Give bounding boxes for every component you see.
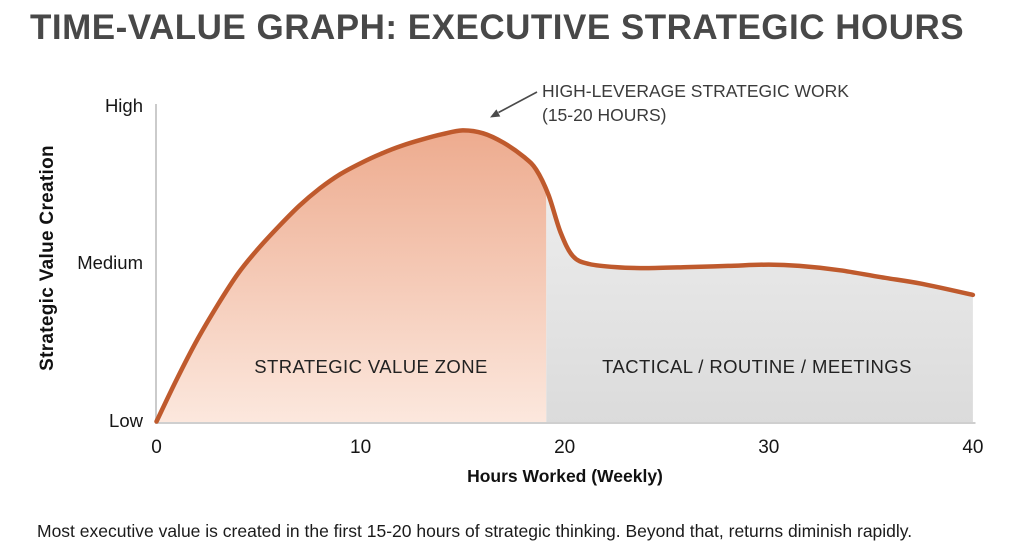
annotation-arrow-line [498,91,538,114]
caption-text: Most executive value is created in the f… [37,521,913,541]
y-tick-medium: Medium [77,252,143,273]
x-tick-20: 20 [554,437,576,458]
x-tick-0: 0 [151,437,162,458]
y-tick-low: Low [109,409,143,431]
y-tick-high: High [104,94,143,116]
zone-label-tactical: TACTICAL / ROUTINE / MEETINGS [602,356,912,377]
page-title: TIME-VALUE GRAPH: EXECUTIVE STRATEGIC HO… [30,8,965,47]
peak-annotation: HIGH-LEVERAGE STRATEGIC WORK (15-20 HOUR… [542,80,882,127]
tactical-zone-fill [546,189,973,423]
zone-label-strategic: STRATEGIC VALUE ZONE [254,356,488,377]
value-curve [154,128,976,424]
x-tick-10: 10 [350,437,372,458]
annotation-arrow-head [490,109,501,118]
peak-annotation-line2: (15-20 HOURS) [542,104,667,125]
x-tick-40: 40 [962,437,984,458]
peak-annotation-line1: HIGH-LEVERAGE STRATEGIC WORK [542,81,849,101]
x-tick-30: 30 [758,437,780,458]
x-axis-title: Hours Worked (Weekly) [467,466,663,486]
strategic-zone-fill [156,130,547,423]
